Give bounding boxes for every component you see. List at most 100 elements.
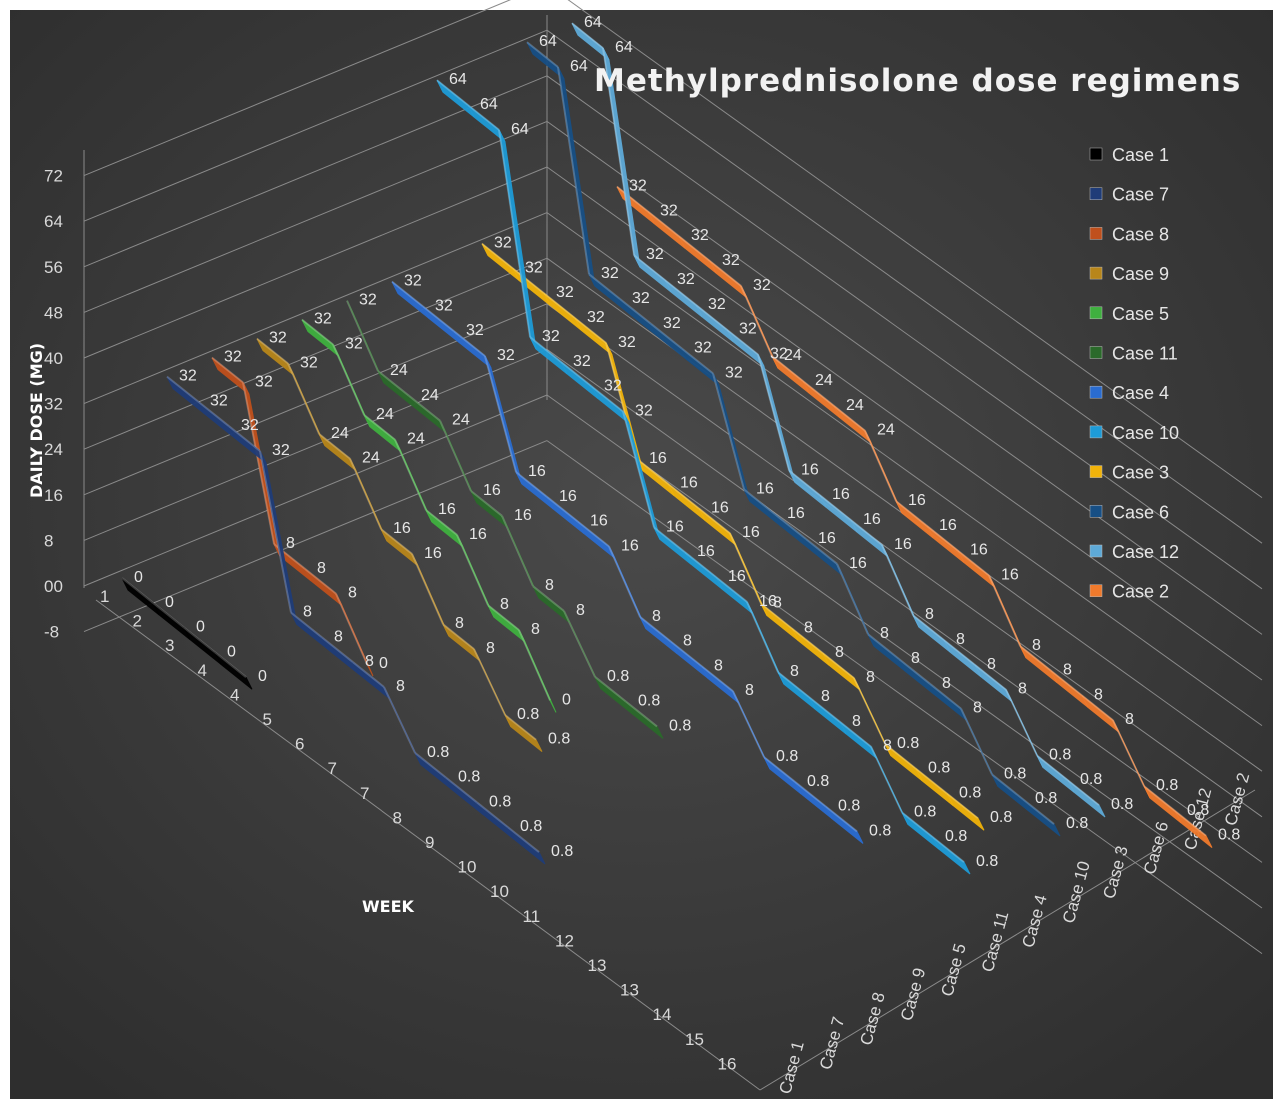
data-label: 8 bbox=[773, 595, 782, 612]
series-highlight bbox=[504, 714, 537, 741]
data-label: 16 bbox=[756, 480, 774, 497]
series-highlight bbox=[256, 337, 289, 365]
legend-swatch bbox=[1089, 266, 1103, 280]
data-label: 0 bbox=[379, 655, 388, 672]
data-label: 0.8 bbox=[517, 706, 539, 723]
series-highlight bbox=[715, 576, 748, 603]
series-highlight bbox=[467, 104, 500, 131]
data-label: 0.8 bbox=[607, 668, 629, 685]
data-label: 24 bbox=[362, 450, 380, 467]
data-label: 0 bbox=[165, 594, 174, 611]
series-highlight bbox=[408, 395, 441, 422]
series-highlight bbox=[701, 665, 734, 692]
legend-label: Case 8 bbox=[1112, 224, 1169, 244]
data-label: 0.8 bbox=[551, 843, 573, 860]
data-label: 24 bbox=[452, 412, 470, 429]
series-highlight bbox=[591, 385, 624, 413]
x-tick-label: 5 bbox=[263, 710, 272, 729]
series-segment bbox=[1174, 810, 1213, 849]
floor-edge-right bbox=[759, 789, 1256, 1091]
series-highlight bbox=[895, 500, 928, 527]
series-highlight bbox=[543, 292, 576, 319]
series-highlight bbox=[352, 661, 385, 688]
series-highlight bbox=[805, 538, 838, 565]
data-label: 8 bbox=[303, 604, 312, 621]
series-case-7: 32 32 32 32 8 8 8 8 0.8 0.8 0.8 0.8 0.8 bbox=[166, 368, 573, 865]
series-highlight bbox=[853, 677, 886, 745]
data-label: 16 bbox=[742, 524, 760, 541]
data-label: 16 bbox=[970, 542, 988, 559]
data-label: 16 bbox=[393, 520, 411, 537]
data-label: 16 bbox=[621, 537, 639, 554]
series-highlight bbox=[647, 210, 680, 237]
data-label: 8 bbox=[531, 621, 540, 638]
legend-label: Case 10 bbox=[1112, 423, 1179, 443]
data-label: 32 bbox=[300, 354, 318, 371]
series-highlight bbox=[684, 551, 717, 578]
series-highlight bbox=[476, 801, 509, 829]
gridline-side bbox=[546, 303, 1263, 818]
data-label: 32 bbox=[677, 271, 695, 288]
series-highlight bbox=[563, 610, 596, 678]
series-highlight bbox=[290, 611, 323, 639]
gridline-back bbox=[83, 440, 548, 633]
data-label: 8 bbox=[286, 535, 295, 552]
data-label: 0.8 bbox=[1156, 777, 1178, 794]
series-highlight bbox=[771, 355, 804, 382]
legend-label: Case 11 bbox=[1112, 344, 1178, 364]
data-label: 8 bbox=[455, 615, 464, 632]
legend-label: Case 6 bbox=[1112, 502, 1169, 522]
data-label: 32 bbox=[694, 340, 712, 357]
series-segment bbox=[214, 652, 253, 690]
data-label: 8 bbox=[576, 602, 585, 619]
gridline-back bbox=[83, 394, 548, 587]
gridline-side bbox=[546, 440, 1263, 955]
data-label: 64 bbox=[511, 121, 529, 138]
data-label: 8 bbox=[925, 606, 934, 623]
series-highlight bbox=[867, 633, 900, 660]
data-label: 32 bbox=[722, 252, 740, 269]
y-tick-label: -8 bbox=[44, 623, 59, 642]
series-highlight bbox=[318, 433, 351, 460]
data-label: 24 bbox=[815, 372, 833, 389]
data-label: 32 bbox=[691, 227, 709, 244]
data-label: 32 bbox=[494, 235, 512, 252]
data-label: 0.8 bbox=[928, 760, 950, 777]
series-highlight bbox=[757, 354, 790, 471]
data-label: 32 bbox=[708, 296, 726, 313]
data-label: 16 bbox=[728, 568, 746, 585]
data-label: 16 bbox=[697, 543, 715, 560]
series-highlight bbox=[881, 544, 914, 616]
series-highlight bbox=[121, 577, 154, 604]
data-label: 16 bbox=[849, 555, 867, 572]
x-tick-label: 15 bbox=[685, 1030, 704, 1049]
series-highlight bbox=[304, 568, 337, 595]
series-highlight bbox=[1112, 719, 1145, 787]
series-highlight bbox=[1143, 785, 1176, 812]
data-label: 16 bbox=[711, 499, 729, 516]
series-highlight bbox=[557, 66, 590, 275]
series-case-9: 32 32 24 24 16 16 8 8 0.8 0.8 bbox=[256, 330, 570, 753]
series-case-12: 64 64 32 32 32 32 32 16 16 16 16 8 8 8 8 0.8 0.8 0.8 bbox=[571, 14, 1133, 818]
series-highlight bbox=[518, 629, 551, 701]
y-tick-label: 64 bbox=[44, 212, 63, 231]
series-highlight bbox=[943, 639, 976, 666]
data-label: 8 bbox=[714, 657, 723, 674]
series-highlight bbox=[622, 411, 655, 528]
y-tick-label: 48 bbox=[44, 303, 63, 322]
series-highlight bbox=[436, 79, 469, 106]
data-label: 0.8 bbox=[776, 748, 798, 765]
data-label: 24 bbox=[421, 387, 439, 404]
data-label: 8 bbox=[396, 678, 405, 695]
gridline-side bbox=[546, 29, 1263, 544]
data-label: 0.8 bbox=[869, 822, 891, 839]
series-highlight bbox=[864, 430, 897, 502]
gridline-side bbox=[546, 75, 1263, 590]
data-label: 8 bbox=[317, 560, 326, 577]
legend-swatch bbox=[1089, 187, 1103, 200]
series-segment bbox=[518, 629, 557, 713]
series-highlight bbox=[616, 185, 649, 213]
data-label: 32 bbox=[345, 335, 363, 352]
series-highlight bbox=[515, 471, 548, 498]
data-label: 32 bbox=[255, 373, 273, 390]
